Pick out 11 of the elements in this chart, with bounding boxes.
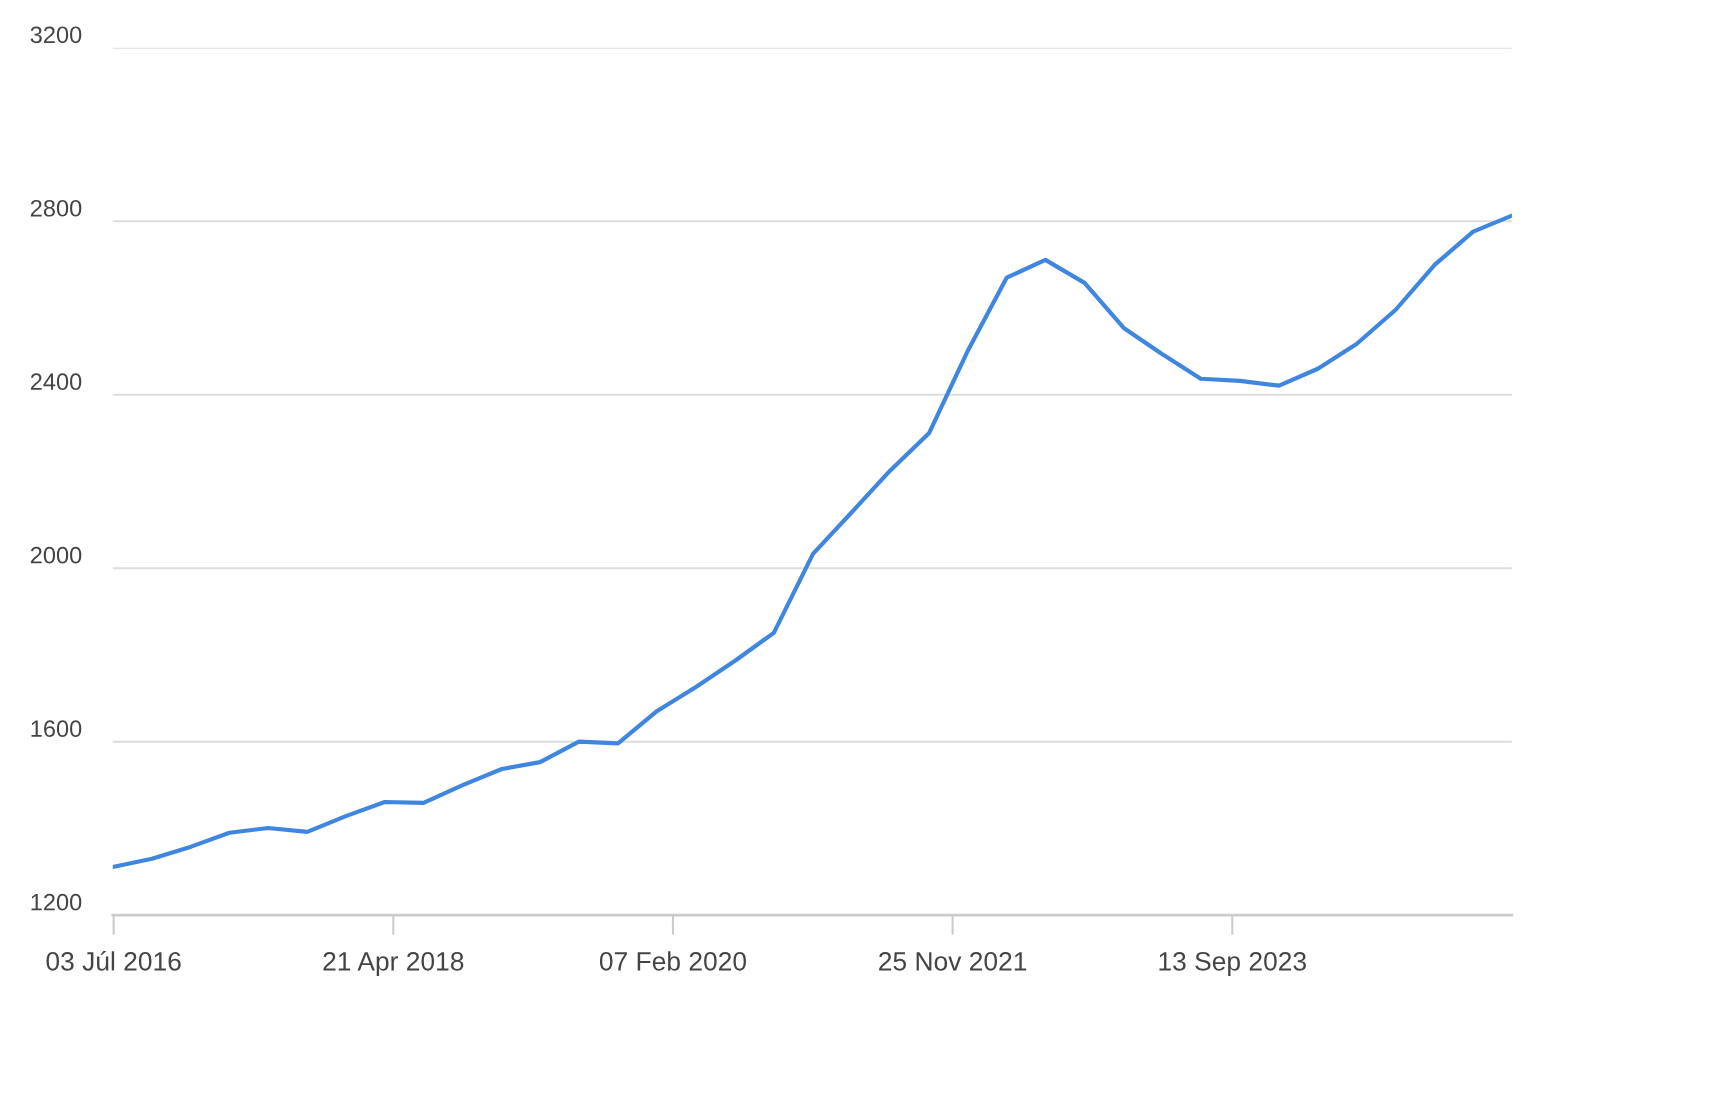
x-tick-label: 13 Sep 2023 xyxy=(1159,951,1306,976)
x-tick-label: 21 Apr 2018 xyxy=(323,951,464,976)
y-tick-label: 2800 xyxy=(30,199,82,217)
x-tick-label: 03 Júl 2016 xyxy=(46,950,181,971)
y-tick-label: 2400 xyxy=(30,373,82,391)
y-tick-label: 3200 xyxy=(30,26,82,44)
x-tick-label: 07 Feb 2020 xyxy=(599,951,747,971)
y-tick-label: 1200 xyxy=(31,893,82,911)
y-tick-label: 1600 xyxy=(31,720,82,738)
x-tick-label: 25 Nov 2021 xyxy=(879,951,1027,971)
y-tick-label: 2000 xyxy=(30,546,82,564)
